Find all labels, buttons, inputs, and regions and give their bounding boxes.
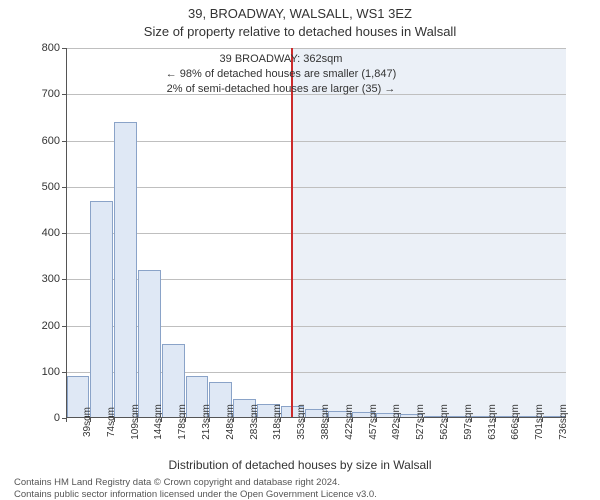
x-tick-mark xyxy=(209,418,210,422)
x-tick-label: 492sqm xyxy=(391,404,402,440)
x-tick-label: 422sqm xyxy=(344,404,355,440)
gridline-h xyxy=(66,48,566,49)
histogram-bar xyxy=(138,270,161,418)
x-tick-label: 457sqm xyxy=(368,404,379,440)
x-tick-label: 597sqm xyxy=(463,404,474,440)
y-tick-label: 600 xyxy=(42,135,60,147)
x-tick-mark xyxy=(304,418,305,422)
y-tick-label: 800 xyxy=(42,42,60,54)
annotation-line3: 2% of semi-detached houses are larger (3… xyxy=(140,82,422,97)
y-axis-line xyxy=(66,48,67,418)
x-tick-mark xyxy=(447,418,448,422)
x-axis-line xyxy=(66,417,566,418)
gridline-h xyxy=(66,187,566,188)
x-tick-mark xyxy=(66,418,67,422)
x-tick-mark xyxy=(256,418,257,422)
plot-area: 010020030040050060070080039sqm74sqm109sq… xyxy=(66,48,566,418)
gridline-h xyxy=(66,141,566,142)
x-axis-label: Distribution of detached houses by size … xyxy=(0,458,600,472)
x-tick-mark xyxy=(495,418,496,422)
x-tick-mark xyxy=(280,418,281,422)
histogram-bar xyxy=(114,122,137,418)
x-tick-label: 562sqm xyxy=(439,404,450,440)
x-tick-label: 388sqm xyxy=(320,404,331,440)
y-tick-label: 400 xyxy=(42,227,60,239)
y-tick-label: 0 xyxy=(54,412,60,424)
x-tick-label: 701sqm xyxy=(534,404,545,440)
chart-title-line1: 39, BROADWAY, WALSALL, WS1 3EZ xyxy=(0,6,600,21)
y-tick-label: 300 xyxy=(42,273,60,285)
x-tick-mark xyxy=(376,418,377,422)
x-tick-label: 666sqm xyxy=(510,404,521,440)
x-tick-label: 736sqm xyxy=(558,404,569,440)
x-tick-mark xyxy=(114,418,115,422)
credit-line-2: Contains public sector information licen… xyxy=(14,489,377,500)
x-tick-mark xyxy=(185,418,186,422)
x-tick-mark xyxy=(328,418,329,422)
x-tick-mark xyxy=(137,418,138,422)
gridline-h xyxy=(66,233,566,234)
x-tick-label: 527sqm xyxy=(415,404,426,440)
x-tick-mark xyxy=(399,418,400,422)
annotation-box: 39 BROADWAY: 362sqm← 98% of detached hou… xyxy=(136,52,426,97)
x-tick-mark xyxy=(352,418,353,422)
x-tick-mark xyxy=(423,418,424,422)
y-tick-label: 500 xyxy=(42,181,60,193)
y-tick-label: 100 xyxy=(42,366,60,378)
y-tick-label: 200 xyxy=(42,320,60,332)
x-tick-mark xyxy=(542,418,543,422)
histogram-bar xyxy=(90,201,113,418)
annotation-line2: ← 98% of detached houses are smaller (1,… xyxy=(140,67,422,82)
marker-line xyxy=(291,48,293,418)
annotation-line1: 39 BROADWAY: 362sqm xyxy=(140,52,422,67)
x-tick-mark xyxy=(471,418,472,422)
x-tick-mark xyxy=(90,418,91,422)
x-tick-mark xyxy=(518,418,519,422)
x-tick-mark xyxy=(161,418,162,422)
x-tick-mark xyxy=(233,418,234,422)
y-tick-label: 700 xyxy=(42,88,60,100)
credit-line-1: Contains HM Land Registry data © Crown c… xyxy=(14,477,340,488)
x-tick-label: 631sqm xyxy=(487,404,498,440)
chart-title-line2: Size of property relative to detached ho… xyxy=(0,24,600,39)
